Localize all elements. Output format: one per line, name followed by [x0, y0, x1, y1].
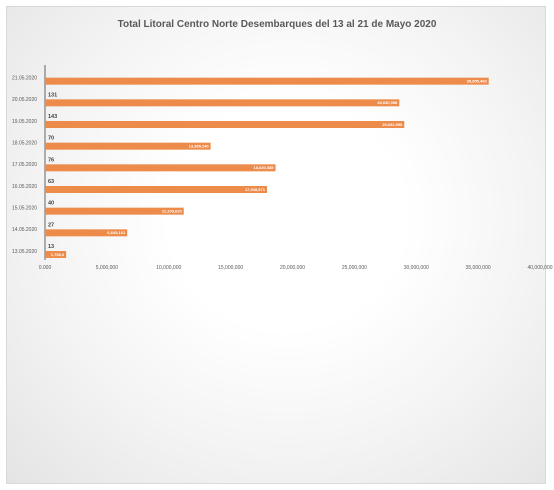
bar-21.05.2020 [45, 77, 489, 85]
x-tick-label: 0.000 [39, 265, 52, 271]
x-tick-label: 10,000,000 [156, 265, 181, 271]
chart-title: Total Litoral Centro Norte Desembarques … [117, 19, 437, 30]
bar-13.05.2020 [45, 251, 67, 258]
y-tick-label: 16.05.2020 [12, 184, 37, 190]
bar-14.05.2020 [45, 229, 128, 237]
chart-area: Total Litoral Centro Norte Desembarques … [6, 6, 546, 484]
data-label: 18,630,585 [254, 165, 275, 170]
data-label: 17,938,571 [245, 187, 266, 192]
y-tick-label: 15.05.2020 [12, 205, 37, 211]
x-tick-label: 15,000,000 [218, 265, 243, 271]
data-label: 1,708,0 [51, 252, 65, 257]
data-label: 28,630,558 [377, 100, 398, 105]
y-tick-label: 17.05.2020 [12, 162, 37, 168]
x-tick-label: 30,000,000 [404, 265, 429, 271]
count-label: 143 [48, 114, 57, 120]
data-label: 29,032,995 [382, 122, 403, 127]
y-tick-label: 20.05.2020 [12, 97, 37, 103]
y-tick-label: 14.05.2020 [12, 227, 37, 233]
count-label: 27 [48, 222, 54, 228]
y-tick-label: 21.05.2020 [12, 75, 37, 81]
bar-17.05.2020 [45, 164, 276, 172]
y-tick-label: 19.05.2020 [12, 119, 37, 125]
y-tick-label: 13.05.2020 [12, 249, 37, 255]
data-label: 11,209,620 [162, 209, 183, 214]
x-tick-label: 5,000,000 [96, 265, 118, 271]
bar-18.05.2020 [45, 142, 211, 150]
bar-19.05.2020 [45, 121, 405, 128]
count-label: 63 [48, 179, 54, 185]
count-label: 40 [48, 201, 54, 207]
data-label: 35,855,460 [467, 79, 488, 84]
bar-16.05.2020 [45, 186, 267, 193]
x-tick-label: 35,000,000 [466, 265, 491, 271]
count-label: 13 [48, 244, 54, 250]
y-tick-label: 18.05.2020 [12, 140, 37, 146]
x-tick-label: 40,000,000 [527, 265, 552, 271]
count-label: 131 [48, 92, 57, 98]
x-tick-label: 25,000,000 [342, 265, 367, 271]
count-label: 70 [48, 136, 54, 142]
x-tick-label: 20,000,000 [280, 265, 305, 271]
bar-15.05.2020 [45, 207, 184, 215]
data-label: 13,385,240 [189, 144, 210, 149]
bar-20.05.2020 [45, 99, 400, 107]
count-label: 76 [48, 157, 54, 163]
data-label: 6,645,161 [107, 230, 126, 235]
